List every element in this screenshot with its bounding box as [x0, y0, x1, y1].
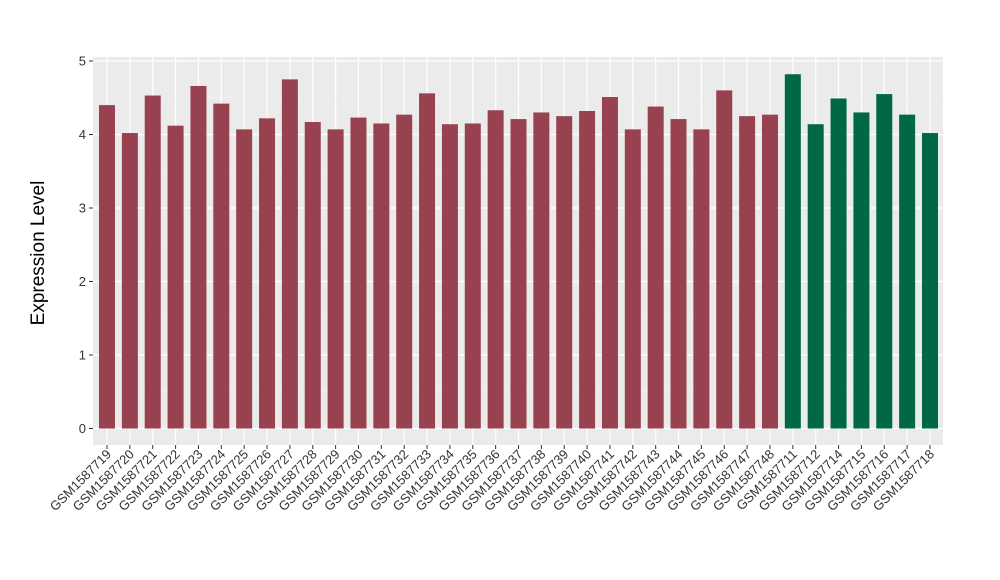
y-tick-label: 5 [79, 54, 86, 69]
bar-GSM1587730 [350, 117, 367, 429]
bar-GSM1587729 [327, 129, 344, 429]
bar-GSM1587712 [807, 124, 824, 429]
bar-GSM1587739 [556, 116, 573, 429]
bar-GSM1587717 [899, 114, 916, 429]
bar-GSM1587727 [281, 79, 298, 429]
x-axis: GSM1587719GSM1587720GSM1587721GSM1587722… [47, 445, 937, 514]
bar-GSM1587714 [830, 98, 847, 429]
y-tick-label: 4 [79, 127, 86, 142]
bar-GSM1587747 [739, 116, 756, 429]
bar-GSM1587725 [236, 129, 253, 429]
bars [99, 74, 938, 429]
bar-GSM1587740 [579, 110, 596, 429]
bar-GSM1587715 [853, 112, 870, 429]
bar-GSM1587733 [419, 93, 436, 429]
bar-GSM1587719 [99, 105, 115, 429]
bar-GSM1587743 [647, 106, 664, 429]
bar-GSM1587718 [922, 133, 938, 429]
bar-GSM1587736 [487, 110, 504, 429]
bar-GSM1587728 [304, 122, 321, 429]
bar-GSM1587731 [373, 123, 390, 429]
bar-GSM1587745 [693, 129, 710, 429]
bar-GSM1587734 [441, 124, 458, 429]
y-tick-label: 0 [79, 421, 86, 436]
bar-GSM1587723 [190, 85, 207, 429]
bar-GSM1587726 [259, 118, 276, 429]
y-axis-title: Expression Level [28, 181, 49, 326]
bar-GSM1587744 [670, 119, 687, 429]
bar-GSM1587735 [464, 123, 481, 429]
y-tick-label: 3 [79, 201, 86, 216]
y-axis: 0 1 2 3 4 5 [79, 54, 93, 436]
bar-GSM1587720 [121, 133, 138, 429]
bar-GSM1587748 [761, 114, 778, 429]
bar-GSM1587732 [396, 114, 413, 429]
bar-GSM1587724 [213, 103, 230, 429]
y-tick-label: 1 [79, 348, 86, 363]
bar-GSM1587711 [784, 74, 801, 429]
bar-GSM1587742 [624, 129, 641, 429]
bar-GSM1587741 [601, 97, 618, 429]
y-tick-label: 2 [79, 274, 86, 289]
bar-GSM1587746 [716, 90, 733, 429]
bar-GSM1587721 [144, 95, 161, 429]
bar-GSM1587722 [167, 125, 184, 429]
bar-GSM1587737 [510, 119, 527, 429]
bar-GSM1587716 [876, 94, 893, 429]
bar-GSM1587738 [533, 112, 550, 429]
